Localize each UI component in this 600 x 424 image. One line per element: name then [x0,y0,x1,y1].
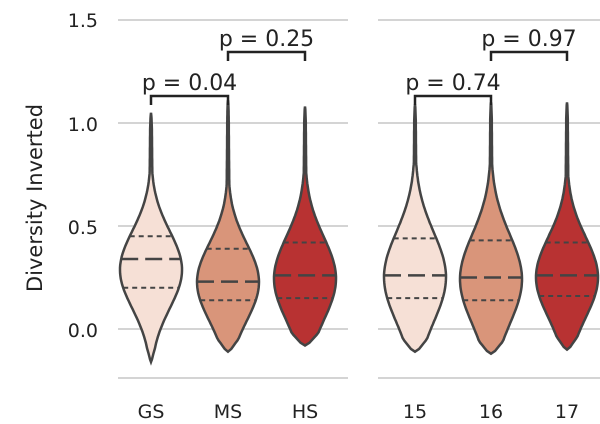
x-tick-HS: HS [292,401,318,423]
x-tick-MS: MS [214,401,242,423]
significance-bracket [489,50,569,61]
y-tick-1.5: 1.5 [68,10,98,32]
violins [118,100,600,366]
p-value-label: p = 0.97 [481,27,576,52]
y-tick-0.5: 0.5 [68,217,98,239]
significance-annotations: p = 0.04 p = 0.25 p = 0.74 p = 0.97 [142,27,577,105]
x-tick-16: 16 [479,401,503,423]
x-tick-GS: GS [138,401,165,423]
violin-15 [382,104,448,354]
y-tick-0: 0.0 [68,320,98,342]
p-value-label: p = 0.74 [405,71,500,96]
y-tick-1.0: 1.0 [68,114,98,136]
significance-bracket [413,94,493,105]
violin-17 [534,102,600,352]
significance-bracket [226,50,307,61]
violin-GS [118,112,184,366]
significance-bracket [149,94,230,105]
x-tick-17: 17 [555,401,579,423]
axis-labels: Diversity Inverted 0.0 0.5 1.0 1.5 GS MS H… [23,10,579,423]
violin-16 [458,102,524,356]
x-tick-15: 15 [403,401,427,423]
y-axis-label: Diversity Inverted [23,104,47,292]
p-value-label: p = 0.04 [142,71,237,96]
p-value-label: p = 0.25 [219,27,314,52]
violin-HS [272,106,338,347]
